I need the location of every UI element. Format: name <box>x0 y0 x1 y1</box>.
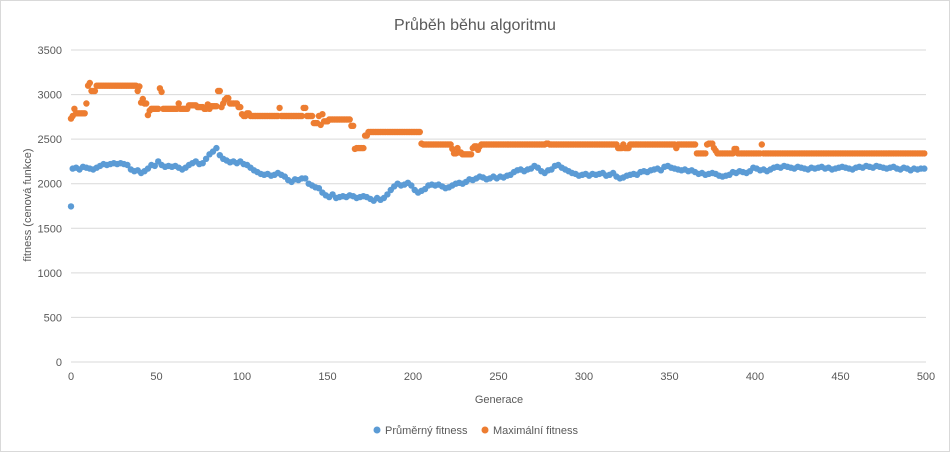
chart-title: Průběh běhu algoritmu <box>394 16 556 34</box>
legend-entry: Maximální fitness <box>493 425 578 437</box>
y-tick-label: 500 <box>44 312 62 324</box>
data-point <box>921 150 928 157</box>
legend-marker <box>373 426 381 434</box>
data-point <box>315 185 323 192</box>
x-tick-label: 300 <box>575 371 593 383</box>
y-tick-label: 0 <box>56 357 62 369</box>
data-point <box>319 111 326 118</box>
x-tick-label: 0 <box>68 371 74 383</box>
y-tick-label: 3000 <box>38 90 62 102</box>
data-point <box>346 116 353 123</box>
data-point <box>83 100 90 107</box>
data-point <box>81 110 88 117</box>
data-point <box>921 165 928 172</box>
data-point <box>136 83 143 90</box>
data-point <box>143 100 150 107</box>
data-point <box>408 182 415 189</box>
data-point <box>237 103 244 111</box>
x-tick-label: 450 <box>831 371 849 383</box>
x-tick-label: 50 <box>150 371 162 383</box>
x-axis-label: Generace <box>475 394 523 406</box>
data-point <box>302 175 309 182</box>
x-tick-label: 500 <box>917 371 935 383</box>
x-tick-label: 150 <box>318 371 336 383</box>
data-point <box>124 161 131 169</box>
x-tick-label: 100 <box>233 371 251 383</box>
data-point <box>151 162 158 170</box>
data-point <box>86 79 94 87</box>
y-tick-label: 1500 <box>38 223 62 235</box>
data-point <box>213 144 220 152</box>
data-point <box>384 191 391 198</box>
y-tick-label: 1000 <box>38 268 62 280</box>
data-point <box>691 141 699 148</box>
x-tick-label: 350 <box>660 371 678 383</box>
data-point <box>67 203 75 210</box>
data-point <box>276 104 283 112</box>
y-axis-ticks: 0 500 1000 1500 2000 2500 3000 3500 <box>38 45 62 369</box>
data-point <box>758 141 765 148</box>
series-max-fitness <box>67 79 928 158</box>
data-point <box>702 150 709 157</box>
data-point <box>360 144 367 152</box>
data-point <box>175 100 182 107</box>
x-tick-label: 250 <box>489 371 507 383</box>
data-point <box>202 155 210 162</box>
data-point <box>298 112 306 120</box>
data-point <box>416 128 423 136</box>
x-axis-ticks: 0 50 100 150 200 250 300 350 400 450 500 <box>68 371 935 383</box>
legend-marker <box>481 426 489 434</box>
legend: Průměrný fitness Maximální fitness <box>373 425 578 437</box>
x-tick-label: 200 <box>404 371 422 383</box>
data-point <box>213 103 220 110</box>
data-point <box>158 88 165 96</box>
data-point <box>216 87 223 95</box>
data-point <box>91 87 99 95</box>
series-layer <box>67 79 928 210</box>
data-point <box>308 112 316 120</box>
data-point <box>155 105 162 113</box>
data-point <box>467 151 475 158</box>
data-point <box>302 104 309 112</box>
y-tick-label: 2000 <box>38 179 62 191</box>
data-point <box>350 122 357 129</box>
y-tick-label: 2500 <box>38 134 62 146</box>
data-point <box>225 94 232 102</box>
y-axis-label: fitness (cenová funkce) <box>22 148 34 261</box>
legend-entry: Průměrný fitness <box>385 425 468 437</box>
y-tick-label: 3500 <box>38 45 62 57</box>
data-point <box>199 160 206 167</box>
gridlines <box>71 49 926 318</box>
series-average-fitness <box>67 144 928 210</box>
x-tick-label: 400 <box>746 371 764 383</box>
